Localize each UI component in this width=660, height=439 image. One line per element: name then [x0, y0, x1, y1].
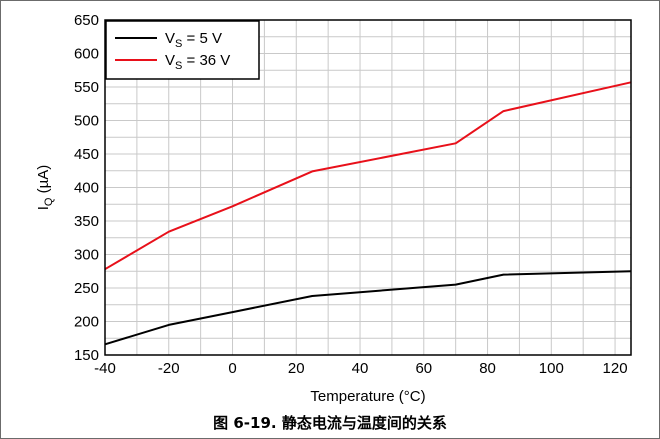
x-tick-label: 40: [352, 360, 369, 377]
legend-label-vs-5v: VS = 5 V: [165, 30, 222, 50]
y-axis-title: IQ (µA): [35, 165, 55, 211]
legend-label-vs-36v-sub: S: [175, 60, 182, 72]
y-tick-label: 250: [74, 280, 99, 297]
y-axis-title-sub: Q: [43, 197, 55, 206]
legend-label-vs-5v-rest: = 5 V: [182, 30, 222, 47]
y-tick-label: 400: [74, 180, 99, 197]
series-layer: [104, 81, 632, 346]
legend-label-vs-5v-main: V: [165, 30, 175, 47]
x-tick-label: -40: [94, 360, 116, 377]
y-tick-label: 650: [74, 12, 99, 29]
x-tick-label: 60: [415, 360, 432, 377]
y-tick-label: 300: [74, 247, 99, 264]
figure-caption-label: 图 6-19.: [213, 414, 277, 432]
x-tick-labels: -40 -20 0 20 40 60 80 100 120: [94, 360, 627, 377]
x-tick-label: 0: [228, 360, 236, 377]
y-axis-title-unit: (µA): [35, 165, 52, 198]
x-axis-title: Temperature (°C): [310, 388, 425, 405]
legend-label-vs-36v: VS = 36 V: [165, 52, 230, 72]
x-tick-label: 80: [479, 360, 496, 377]
grid-lines: [105, 20, 631, 355]
y-tick-label: 350: [74, 213, 99, 230]
plot-border: [104, 19, 632, 356]
x-tick-label: 20: [288, 360, 305, 377]
y-tick-label: 550: [74, 79, 99, 96]
y-tick-label: 500: [74, 113, 99, 130]
y-tick-label: 150: [74, 347, 99, 364]
x-tick-label: -20: [158, 360, 180, 377]
series-line-vs-36v: [104, 81, 632, 271]
legend-box: [105, 20, 260, 80]
legend-label-vs-5v-sub: S: [175, 38, 182, 50]
x-tick-label: 120: [603, 360, 628, 377]
y-tick-labels: 150 200 250 300 350 400 450 500 550 600 650: [74, 12, 99, 364]
legend: VS = 5 V VS = 36 V: [105, 20, 260, 80]
y-tick-label: 450: [74, 146, 99, 163]
y-axis-title-main: I: [35, 206, 52, 210]
figure-caption-text: 静态电流与温度间的关系: [281, 414, 447, 432]
series-line-vs-5v: [104, 270, 632, 346]
legend-label-vs-36v-rest: = 36 V: [182, 52, 230, 69]
legend-label-vs-36v-main: V: [165, 52, 175, 69]
y-tick-label: 200: [74, 314, 99, 331]
figure-caption: 图 6-19. 静态电流与温度间的关系: [0, 412, 660, 433]
x-tick-label: 100: [539, 360, 564, 377]
y-tick-label: 600: [74, 46, 99, 63]
